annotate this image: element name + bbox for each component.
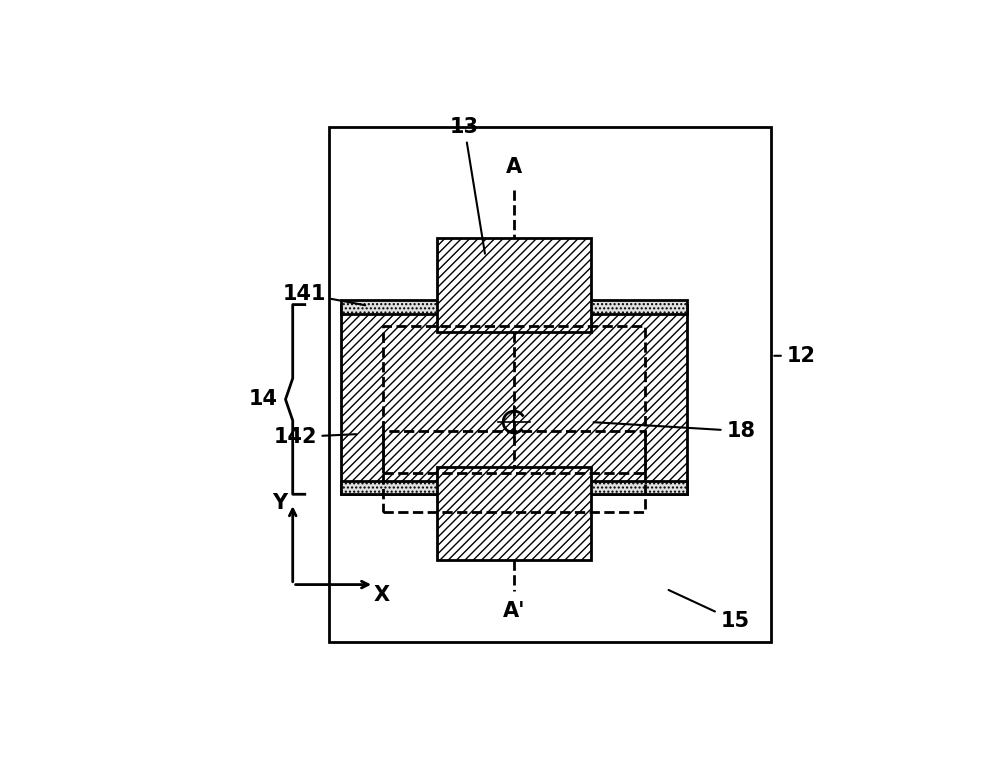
- Bar: [383, 431, 645, 512]
- Bar: [437, 467, 591, 561]
- Bar: [383, 325, 645, 473]
- Text: 15: 15: [669, 590, 749, 631]
- Text: 141: 141: [282, 284, 365, 305]
- Text: 14: 14: [249, 389, 278, 410]
- Text: Y: Y: [272, 493, 287, 513]
- Bar: [341, 300, 687, 314]
- Bar: [341, 481, 687, 494]
- Text: 12: 12: [774, 346, 815, 366]
- Bar: [437, 239, 591, 332]
- Text: A: A: [506, 157, 522, 177]
- Text: 13: 13: [450, 117, 485, 253]
- Text: A': A': [503, 601, 525, 621]
- Text: 18: 18: [594, 421, 755, 441]
- Text: X: X: [373, 586, 389, 605]
- Text: 142: 142: [273, 427, 356, 447]
- Bar: [329, 127, 771, 642]
- Bar: [341, 304, 687, 494]
